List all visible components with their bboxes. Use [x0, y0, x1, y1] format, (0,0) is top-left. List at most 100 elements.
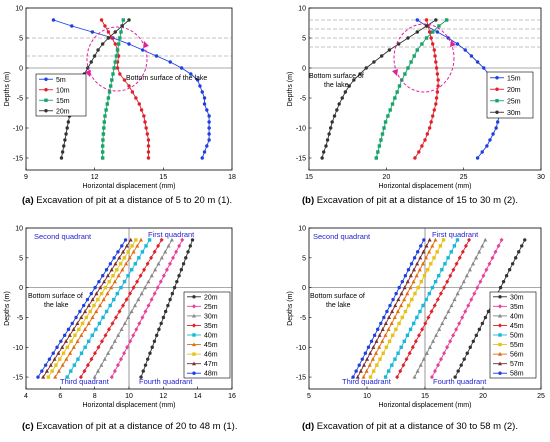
- data-point: [417, 267, 422, 272]
- caption-letter: (c): [22, 421, 34, 432]
- x-tick-label: 15: [159, 174, 167, 181]
- data-point: [169, 237, 174, 242]
- data-point: [113, 60, 117, 64]
- data-point: [107, 279, 111, 284]
- data-point: [417, 150, 421, 154]
- data-point: [406, 268, 411, 272]
- data-point: [377, 144, 382, 148]
- data-point: [181, 262, 186, 266]
- data-point: [106, 30, 111, 34]
- y-tick-label: -5: [17, 96, 23, 103]
- data-point: [461, 279, 466, 284]
- y-axis-label: Depths (m): [4, 72, 11, 107]
- data-point: [135, 279, 140, 284]
- data-point: [432, 368, 437, 374]
- data-point: [439, 356, 444, 362]
- data-point: [122, 321, 127, 326]
- legend: 5m 10m 15m 20m: [35, 73, 87, 117]
- annotation-label: Bottom surface of: [28, 293, 83, 300]
- data-point: [146, 144, 151, 148]
- data-point: [459, 363, 463, 367]
- legend-entry-55m: 55m: [510, 342, 524, 349]
- series-40m: [65, 238, 152, 379]
- data-point: [108, 303, 112, 308]
- data-point: [405, 291, 410, 296]
- series-50m: [383, 238, 460, 379]
- data-point: [510, 262, 515, 266]
- data-point: [435, 72, 440, 76]
- data-point: [389, 321, 394, 326]
- data-point: [146, 150, 151, 154]
- data-point: [179, 268, 184, 272]
- data-point: [43, 363, 48, 367]
- data-point: [126, 274, 130, 278]
- data-point: [126, 250, 130, 254]
- data-point: [483, 237, 488, 242]
- legend-marker: [495, 87, 499, 91]
- data-point: [455, 238, 460, 242]
- legend-entry-50m: 50m: [510, 333, 524, 340]
- legend-marker: [498, 361, 502, 366]
- y-tick-label: 0: [302, 285, 306, 292]
- panel-caption: (c) Excavation of pit at a distance of 2…: [22, 421, 237, 432]
- data-point: [90, 30, 95, 34]
- data-point: [438, 291, 443, 296]
- data-point: [442, 351, 447, 356]
- data-point: [92, 374, 97, 379]
- data-point: [78, 374, 83, 380]
- data-point: [499, 237, 504, 243]
- data-point: [431, 339, 436, 343]
- y-tick-label: 0: [19, 285, 23, 292]
- data-point: [397, 321, 401, 326]
- series-25m: [109, 237, 185, 380]
- data-point: [114, 54, 119, 58]
- data-point: [415, 18, 419, 22]
- quadrant-label: Fourth quadrant: [139, 377, 193, 386]
- annotation-label: Bottom surface of the lake: [126, 75, 207, 82]
- caption-text: Excavation of pit at a distance of 5 to …: [34, 195, 233, 206]
- data-point: [388, 108, 392, 112]
- data-point: [60, 362, 65, 367]
- data-point: [382, 126, 386, 130]
- data-point: [427, 291, 432, 296]
- data-point: [170, 291, 175, 296]
- data-point: [85, 297, 90, 302]
- data-point: [101, 297, 106, 302]
- series-10m: [99, 18, 151, 160]
- data-point: [379, 54, 384, 58]
- data-point: [135, 243, 140, 248]
- data-point: [422, 238, 426, 242]
- data-point: [449, 250, 453, 254]
- data-point: [501, 279, 506, 284]
- data-point: [415, 368, 420, 373]
- data-point: [101, 274, 105, 278]
- data-point: [112, 339, 117, 343]
- data-point: [366, 345, 371, 349]
- data-point: [149, 255, 154, 261]
- data-point: [496, 243, 501, 249]
- data-point: [418, 255, 423, 260]
- data-point: [399, 291, 404, 296]
- data-point: [472, 291, 477, 296]
- legend-marker: [192, 295, 196, 299]
- panel-caption: (a) Excavation of pit at a distance of 5…: [22, 195, 232, 206]
- data-point: [143, 363, 148, 367]
- x-tick-label: 25: [537, 393, 545, 400]
- data-point: [477, 327, 482, 332]
- arrow-head: [392, 69, 398, 76]
- data-point: [92, 351, 97, 356]
- data-point: [357, 363, 361, 367]
- data-point: [451, 267, 456, 272]
- data-point: [112, 297, 116, 302]
- data-point: [55, 345, 59, 349]
- data-point: [157, 327, 161, 332]
- data-point: [102, 279, 107, 284]
- data-point: [115, 291, 120, 296]
- data-point: [419, 244, 423, 248]
- data-point: [186, 250, 190, 254]
- data-point: [387, 339, 392, 343]
- data-point: [166, 243, 171, 248]
- data-point: [110, 321, 115, 326]
- data-point: [432, 303, 437, 308]
- data-point: [100, 144, 105, 148]
